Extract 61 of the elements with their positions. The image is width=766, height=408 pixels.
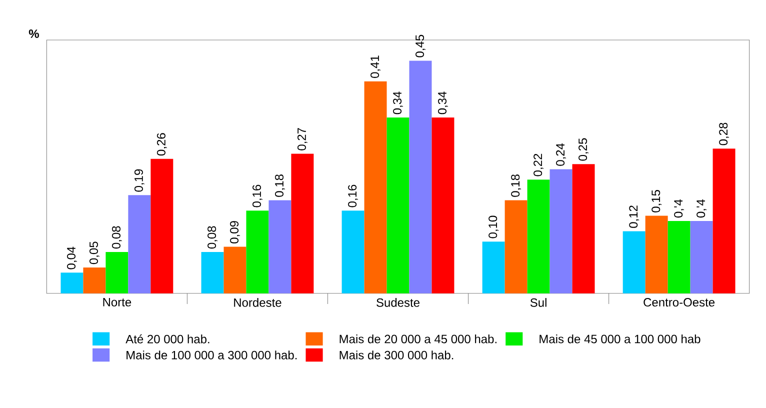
data-label: 0,27 [297, 128, 308, 150]
bar [201, 252, 224, 294]
bar [128, 195, 151, 294]
bar [645, 216, 668, 294]
bar [482, 242, 505, 294]
x-tick-label: Sul [530, 298, 546, 307]
data-label: 0,10 [488, 216, 499, 238]
bar [150, 158, 174, 294]
data-label: 0,'4 [674, 199, 684, 218]
data-label: 0,34 [438, 92, 448, 114]
bar [622, 231, 646, 294]
data-label: 0,16 [252, 184, 262, 208]
bar [364, 81, 387, 294]
legend-label: Mais de 20 000 a 45 000 hab. [340, 334, 496, 344]
data-label: 0,34 [393, 92, 403, 114]
data-label: 0,45 [416, 34, 426, 58]
data-label: 0,18 [274, 174, 285, 197]
data-label: 0,08 [112, 226, 122, 249]
data-label: 0,'4 [696, 199, 706, 218]
bar [432, 118, 454, 294]
data-label: 0,09 [230, 221, 240, 244]
bar [504, 200, 528, 294]
bar [106, 252, 128, 294]
data-label: 0,08 [208, 226, 218, 249]
bar [386, 118, 410, 294]
bar [60, 272, 84, 294]
data-label: 0,15 [652, 190, 662, 212]
data-label: 0,22 [534, 154, 544, 176]
bar [342, 210, 364, 294]
bar [550, 169, 572, 294]
y-axis-title: % [28, 30, 39, 38]
data-label: 0,16 [348, 184, 358, 208]
x-tick-label: Norte [103, 298, 132, 306]
legend-label: Até 20 000 hab. [126, 334, 210, 344]
bar [712, 148, 736, 294]
bar [527, 180, 550, 294]
bar [690, 220, 713, 294]
data-label: 0,12 [629, 206, 640, 228]
data-label: 0,28 [719, 122, 729, 146]
legend-label: Mais de 300 000 hab. [340, 350, 454, 360]
bar [572, 164, 595, 294]
data-label: 0,18 [511, 174, 521, 197]
data-label: 0,04 [67, 246, 77, 270]
data-label: 0,25 [578, 138, 588, 161]
legend-label: Mais de 45 000 a 100 000 hab [540, 334, 700, 344]
bar [409, 60, 432, 294]
bar [291, 154, 314, 294]
data-label: 0,05 [89, 242, 100, 264]
bar [268, 200, 292, 294]
data-label: 0,24 [556, 143, 566, 166]
x-tick-label: Centro-Oeste [644, 298, 715, 307]
x-tick-label: Nordeste [234, 298, 282, 307]
data-label: 0,19 [134, 169, 144, 192]
bar [83, 267, 106, 294]
bar [668, 220, 690, 294]
x-tick-label: Sudeste [376, 298, 420, 307]
bar [224, 246, 246, 294]
bar [246, 210, 269, 294]
legend-label: Mais de 100 000 a 300 000 hab. [126, 350, 297, 360]
data-label: 0,41 [370, 56, 380, 78]
data-label: 0,26 [156, 133, 167, 156]
